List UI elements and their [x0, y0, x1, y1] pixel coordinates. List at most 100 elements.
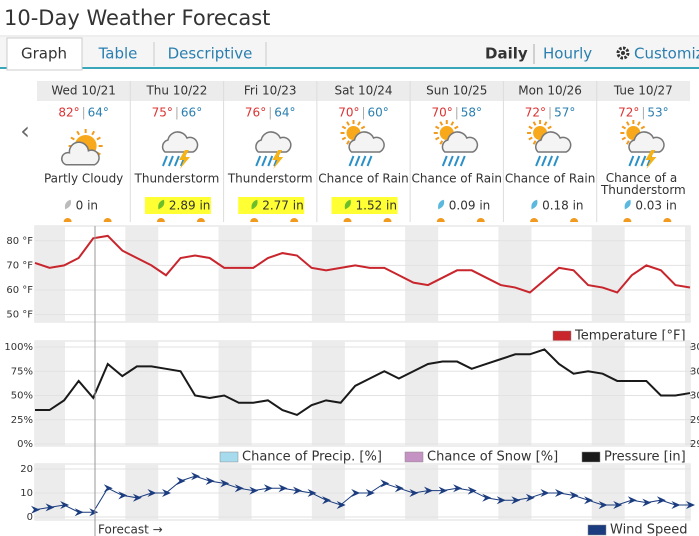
rain	[459, 155, 466, 167]
night-band	[311, 226, 345, 322]
day-sep: |	[361, 106, 365, 120]
day-date: Mon 10/26	[518, 84, 582, 98]
rain	[360, 155, 367, 167]
day-date: Wed 10/21	[51, 84, 116, 98]
day-high: 70°	[432, 106, 453, 120]
prev-arrow[interactable]: ‹	[20, 117, 30, 145]
day-precip: 2.77 in	[262, 199, 303, 213]
day-low: 58°	[461, 106, 482, 120]
tab-descriptive[interactable]: Descriptive	[168, 45, 253, 63]
y-tick-label: 60 °F	[6, 285, 33, 296]
sun-ray	[625, 140, 630, 145]
wind-marker	[31, 505, 40, 514]
wind-marker	[642, 498, 652, 507]
y-tick-label: 50%	[11, 391, 33, 402]
wind-marker	[438, 486, 448, 495]
y-tick-label: 70 °F	[6, 260, 33, 271]
sun-marker	[530, 218, 539, 222]
series-line	[34, 475, 690, 513]
legend-label: Chance of Snow [%]	[427, 450, 558, 465]
sun-marker	[63, 218, 72, 222]
legend-label: Wind Speed	[610, 523, 688, 536]
sun-ray	[547, 125, 552, 130]
rain	[348, 155, 355, 167]
day-high: 70°	[338, 106, 359, 120]
rain	[628, 155, 635, 167]
tab-graph[interactable]: Graph	[21, 45, 67, 63]
y2-tick-label: 30	[690, 342, 699, 353]
rain	[168, 155, 174, 167]
day-sep: |	[455, 106, 459, 120]
sun-ray	[450, 121, 455, 126]
y-tick-label: 0	[27, 512, 33, 523]
night-band	[591, 464, 625, 520]
cloud	[61, 141, 100, 166]
night-band	[311, 341, 345, 446]
day-high: 82°	[58, 106, 79, 120]
precip-drop	[624, 199, 631, 210]
day-precip: 0.03 in	[635, 199, 676, 213]
view-hourly[interactable]: Hourly	[543, 45, 592, 63]
day-high: 72°	[618, 106, 639, 120]
wind-marker	[365, 489, 375, 497]
rain	[640, 155, 647, 167]
night-band	[498, 226, 532, 322]
night-band	[35, 464, 65, 520]
sun-ray	[454, 125, 459, 130]
legend-swatch	[587, 524, 607, 536]
sun-marker	[103, 218, 112, 222]
precip-drop	[531, 199, 538, 210]
sun-ray	[625, 121, 630, 126]
night-band	[125, 341, 159, 446]
y2-tick-label: 30	[690, 366, 699, 377]
day-low: 60°	[368, 106, 389, 120]
wind-marker	[569, 491, 579, 500]
next-arrow[interactable]: ›	[697, 117, 699, 145]
view-customize[interactable]: Customiz	[634, 45, 699, 63]
tab-table[interactable]: Table	[98, 45, 138, 63]
day-sep: |	[268, 106, 272, 120]
night-band	[35, 341, 65, 446]
tab-bar	[0, 37, 699, 69]
day-date: Thu 10/22	[145, 84, 207, 98]
wind-marker	[394, 484, 404, 493]
wind-marker	[191, 472, 201, 481]
forecast-label: Forecast →	[98, 523, 163, 536]
y-tick-label: 80 °F	[6, 236, 33, 247]
day-high: 76°	[245, 106, 266, 120]
sun-ray	[543, 121, 548, 126]
day-precip: 1.52 in	[356, 199, 397, 213]
sun-ray	[91, 130, 96, 136]
cloud	[535, 131, 572, 153]
day-date: Tue 10/27	[613, 84, 673, 98]
sun-ray	[341, 136, 347, 141]
sun-ray	[532, 121, 537, 126]
night-band	[35, 226, 65, 322]
sun-ray	[346, 121, 350, 126]
bolt	[645, 150, 657, 169]
weather-icon	[61, 129, 103, 166]
y-tick-label: 20	[20, 464, 33, 475]
weather-icon	[255, 131, 292, 169]
rain	[255, 155, 262, 167]
y2-tick-label: 30	[690, 391, 699, 402]
y-tick-label: 75%	[11, 366, 33, 377]
sun-marker	[436, 218, 445, 222]
sun-marker	[156, 218, 165, 222]
day-date: Sat 10/24	[334, 84, 392, 98]
legend-swatch	[552, 330, 572, 342]
legend-label: Pressure [in]	[604, 450, 686, 465]
sun-ray	[528, 136, 533, 141]
sun-ray	[439, 140, 444, 145]
y2-tick-label: 29	[690, 415, 699, 426]
precip-drop	[438, 199, 445, 210]
wind-marker	[249, 486, 259, 495]
active-tab[interactable]	[6, 37, 83, 71]
sun-marker	[196, 218, 205, 222]
view-daily[interactable]: Daily	[485, 45, 528, 63]
sun-ray	[346, 140, 350, 145]
cloud	[255, 131, 292, 153]
day-condition: Partly Cloudy	[44, 172, 123, 186]
rain	[634, 155, 641, 167]
